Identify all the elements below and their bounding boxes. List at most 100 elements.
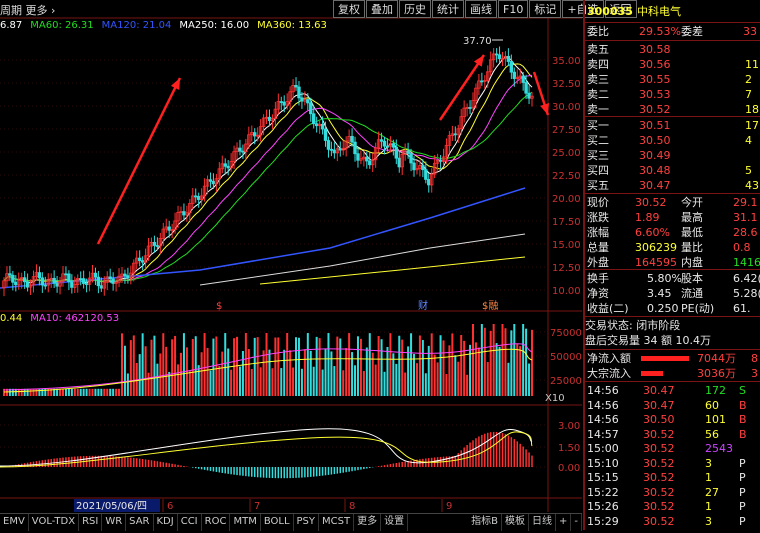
indicator-tab[interactable]: SAR xyxy=(126,514,154,531)
indicator-tab[interactable]: MTM xyxy=(230,514,261,531)
candle-body xyxy=(99,285,104,289)
candle-body xyxy=(397,157,401,168)
event-marker[interactable]: $融 xyxy=(482,300,498,312)
quote-label: 内盘 xyxy=(681,256,703,269)
volume-bar xyxy=(26,388,29,396)
bottom-right-button[interactable]: + xyxy=(556,514,572,531)
volume-bar xyxy=(365,347,368,396)
toolbar-button-3[interactable]: 统计 xyxy=(432,0,464,18)
indicator-tab[interactable]: RSI xyxy=(79,514,103,531)
volume-bar xyxy=(277,337,280,396)
candle-body xyxy=(273,108,278,119)
volume-bar xyxy=(418,335,421,396)
candle-body xyxy=(279,101,283,104)
quote-row: 涨跌 1.89 最高 31.1 xyxy=(585,210,760,225)
volume-bar xyxy=(247,349,250,396)
volume-axis-label: 50000 xyxy=(550,352,582,363)
fund-value: 3.45 xyxy=(647,287,672,300)
tick-row: 14:56 30.47 172 S xyxy=(585,383,760,398)
ask-price: 30.58 xyxy=(639,43,671,56)
tick-side: P xyxy=(739,514,746,528)
volume-bar xyxy=(348,333,351,396)
weibi-row: 委比 29.53% 委差 33 xyxy=(585,24,760,39)
candle-body xyxy=(226,165,230,169)
indicator-tab[interactable]: WR xyxy=(102,514,127,531)
toolbar-button-2[interactable]: 历史 xyxy=(399,0,431,18)
candle-body xyxy=(261,117,266,128)
candle-body xyxy=(58,280,62,287)
toolbar-button-0[interactable]: 复权 xyxy=(333,0,365,18)
bottom-right-button[interactable]: - xyxy=(571,514,582,531)
flow-bar xyxy=(641,371,663,376)
candle-body xyxy=(185,212,189,216)
candle-body xyxy=(276,101,281,110)
bid-row: 买四 30.48 5 xyxy=(585,163,760,178)
quote-label: 总量 xyxy=(587,241,609,254)
quote-label: 最低 xyxy=(681,226,703,239)
indicator-tab[interactable]: CCI xyxy=(178,514,202,531)
volume-bar xyxy=(474,342,477,396)
indicator-tab[interactable]: MCST xyxy=(319,514,355,531)
candle-body xyxy=(52,277,56,284)
ask-price: 30.52 xyxy=(639,103,671,116)
volume-bar xyxy=(407,346,410,396)
candle-body xyxy=(232,151,236,162)
quote-value: 6.60% xyxy=(635,226,670,239)
candle-body xyxy=(158,237,163,247)
volume-axis-label: 25000 xyxy=(550,376,582,387)
indicator-tab[interactable]: VOL-TDX xyxy=(29,514,80,531)
bottom-right-button[interactable]: 指标B xyxy=(468,514,502,531)
volume-bar xyxy=(271,368,274,396)
tick-row: 15:10 30.52 3 P xyxy=(585,456,760,471)
tick-row: 15:00 30.52 2543 xyxy=(585,441,760,456)
indicator-tab[interactable]: KDJ xyxy=(154,514,178,531)
volume-bar xyxy=(469,344,472,396)
volume-bar xyxy=(354,365,357,396)
event-marker[interactable]: 财 xyxy=(418,299,428,312)
quote-label: 量比 xyxy=(681,241,703,254)
bottom-right-button[interactable]: 日线 xyxy=(529,514,556,531)
quote-row: 外盘 164595 内盘 14164 xyxy=(585,255,760,270)
period-menu[interactable]: 周期 更多 › xyxy=(0,4,56,17)
toolbar-button-6[interactable]: 标记 xyxy=(529,0,562,18)
bottom-right-button[interactable]: 模板 xyxy=(502,514,529,531)
volume-bar xyxy=(472,324,475,396)
candle-body xyxy=(255,134,260,137)
price-axis-label: 35.00 xyxy=(552,56,581,67)
toolbar-button-8[interactable]: 返回 xyxy=(604,0,637,18)
kline-chart-area[interactable]: 35.00 32.50 30.00 27.50 25.00 22.50 20.00 17.50… xyxy=(0,0,582,530)
date-axis-label: 8 xyxy=(349,501,355,512)
volume-ma5-line xyxy=(3,348,533,393)
volume-bar xyxy=(29,388,32,396)
toolbar-button-7[interactable]: +自选 xyxy=(562,0,604,18)
volume-bar xyxy=(386,346,389,396)
volume-bar xyxy=(35,388,38,396)
event-marker[interactable]: $ xyxy=(216,301,222,312)
volume-bar xyxy=(129,340,132,396)
quote-row: 总量 306239 量比 0.8 xyxy=(585,240,760,255)
kline-chart-svg[interactable]: 35.00 32.50 30.00 27.50 25.00 22.50 20.00 17.50… xyxy=(0,0,582,530)
indicator-tab[interactable]: ROC xyxy=(202,514,231,531)
volume-bar xyxy=(413,353,416,396)
indicator-tab[interactable]: 设置 xyxy=(381,514,409,531)
fund-value: 0.250 xyxy=(647,302,679,315)
ma-legend-item: MA360: 13.63 xyxy=(257,20,327,31)
volume-bar xyxy=(224,333,227,396)
volume-bar xyxy=(194,336,197,396)
tick-time: 14:56 xyxy=(587,413,619,426)
indicator-tab[interactable]: BOLL xyxy=(261,514,294,531)
candle-body xyxy=(78,278,83,281)
candle-body xyxy=(335,148,340,154)
volume-bar xyxy=(103,388,106,396)
indicator-tab[interactable]: EMV xyxy=(0,514,29,531)
indicator-tab[interactable]: 更多 xyxy=(354,514,382,531)
indicator-tab[interactable]: PSY xyxy=(294,514,320,531)
toolbar-button-5[interactable]: F10 xyxy=(498,0,529,18)
volume-bar xyxy=(433,354,436,396)
stock-header[interactable]: 300035 中科电气 xyxy=(585,4,760,22)
volume-bar xyxy=(241,351,244,396)
toolbar-button-4[interactable]: 画线 xyxy=(465,0,497,18)
candle-body xyxy=(146,245,151,257)
toolbar-button-1[interactable]: 叠加 xyxy=(366,0,398,18)
candle-body xyxy=(350,136,354,143)
